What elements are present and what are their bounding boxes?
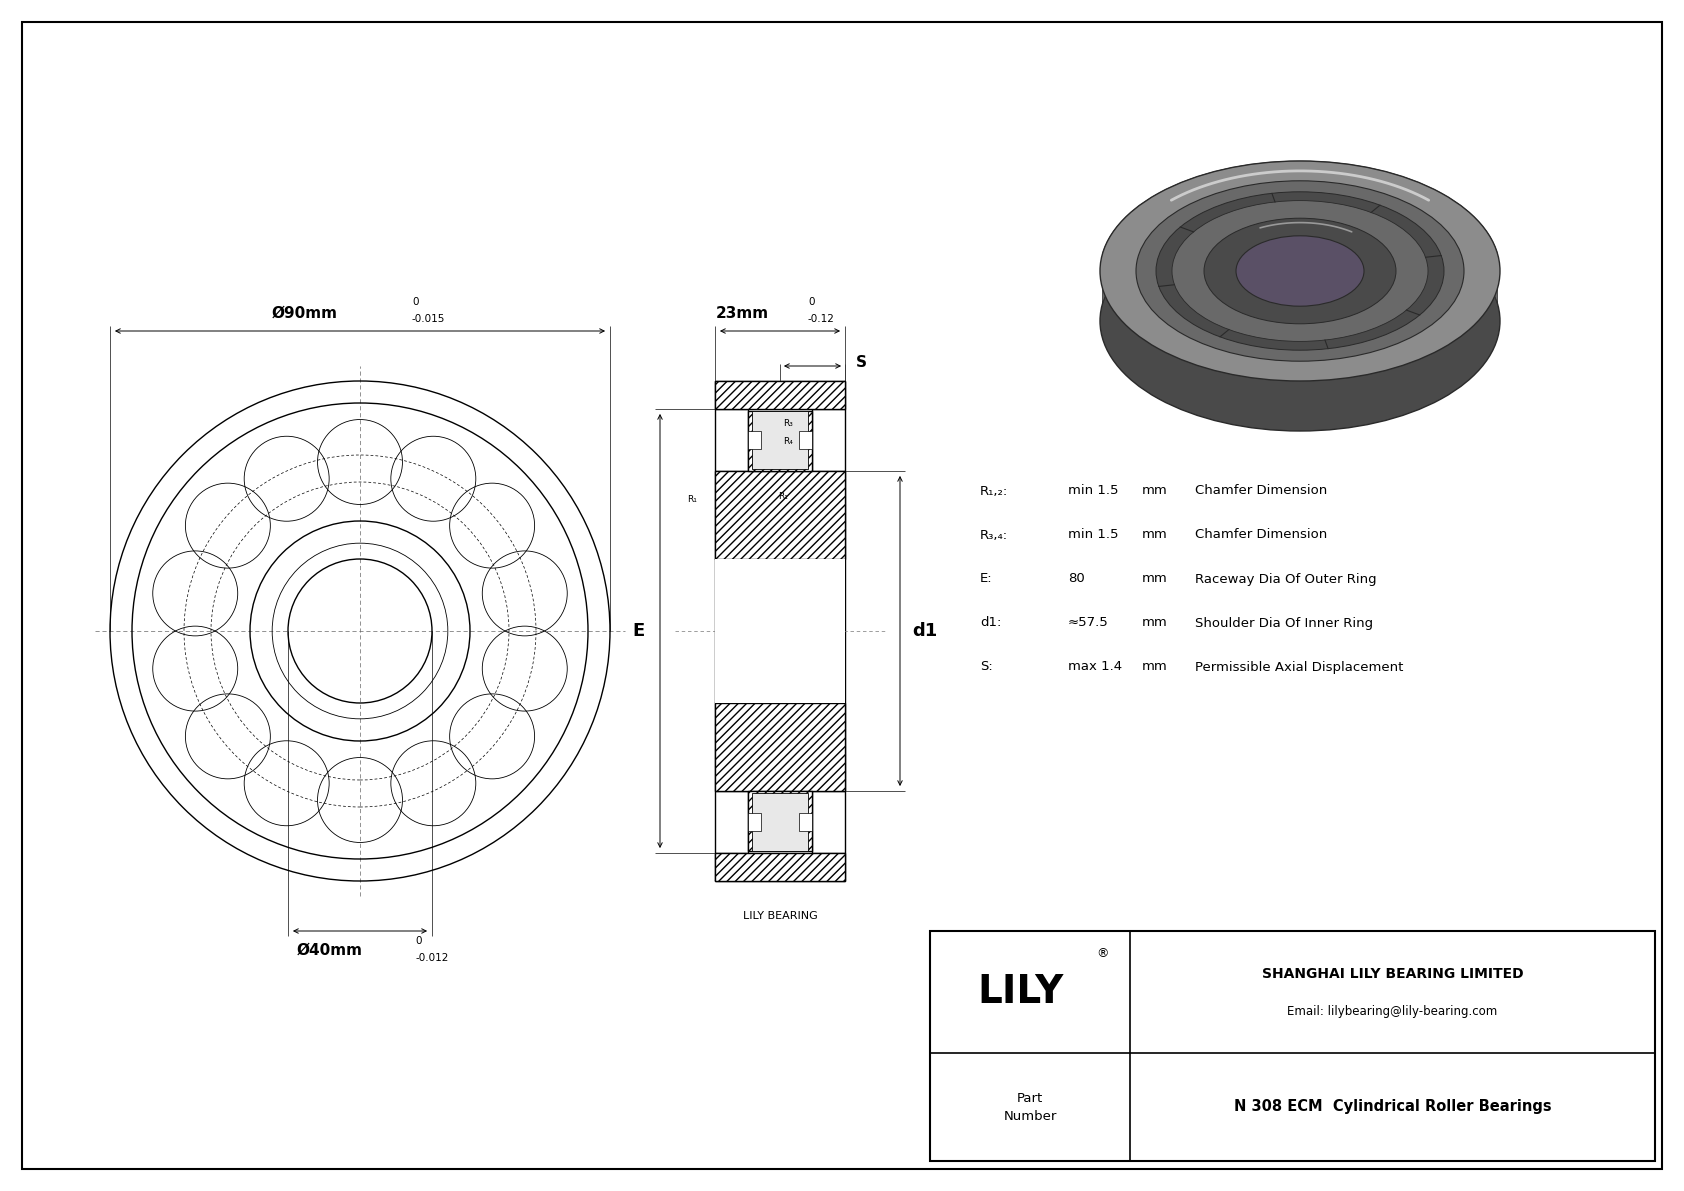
Ellipse shape xyxy=(1137,181,1463,361)
Text: Raceway Dia Of Outer Ring: Raceway Dia Of Outer Ring xyxy=(1196,573,1376,586)
Text: -0.015: -0.015 xyxy=(413,314,445,324)
Text: E: E xyxy=(632,622,643,640)
Text: mm: mm xyxy=(1142,573,1167,586)
Text: 0: 0 xyxy=(808,297,815,307)
Polygon shape xyxy=(748,411,812,470)
Text: S: S xyxy=(855,355,867,369)
Polygon shape xyxy=(798,813,812,831)
Text: Chamfer Dimension: Chamfer Dimension xyxy=(1196,485,1327,498)
Text: R₄: R₄ xyxy=(783,436,793,445)
Text: Part
Number: Part Number xyxy=(1004,1091,1056,1122)
Text: ®: ® xyxy=(1096,948,1108,960)
Ellipse shape xyxy=(1204,218,1396,324)
Text: Ø90mm: Ø90mm xyxy=(273,306,338,322)
Polygon shape xyxy=(1103,161,1497,304)
Polygon shape xyxy=(716,853,845,881)
Text: R₁,₂:: R₁,₂: xyxy=(980,485,1009,498)
Polygon shape xyxy=(748,791,812,852)
Text: R₁: R₁ xyxy=(778,492,788,500)
Text: -0.12: -0.12 xyxy=(808,314,835,324)
Text: LILY: LILY xyxy=(977,973,1063,1011)
Text: mm: mm xyxy=(1142,661,1167,673)
Ellipse shape xyxy=(1172,200,1428,342)
Polygon shape xyxy=(753,793,808,852)
Text: max 1.4: max 1.4 xyxy=(1068,661,1122,673)
Ellipse shape xyxy=(1100,211,1500,431)
Text: ≈57.5: ≈57.5 xyxy=(1068,617,1108,630)
Text: LILY BEARING: LILY BEARING xyxy=(743,911,817,921)
Text: S:: S: xyxy=(980,661,994,673)
Polygon shape xyxy=(716,559,845,703)
Text: mm: mm xyxy=(1142,617,1167,630)
Text: E:: E: xyxy=(980,573,992,586)
Text: min 1.5: min 1.5 xyxy=(1068,485,1118,498)
Text: min 1.5: min 1.5 xyxy=(1068,529,1118,542)
Text: Shoulder Dia Of Inner Ring: Shoulder Dia Of Inner Ring xyxy=(1196,617,1372,630)
Polygon shape xyxy=(716,703,845,791)
Ellipse shape xyxy=(1155,192,1443,350)
Text: N 308 ECM  Cylindrical Roller Bearings: N 308 ECM Cylindrical Roller Bearings xyxy=(1234,1099,1551,1115)
Text: mm: mm xyxy=(1142,529,1167,542)
Text: 23mm: 23mm xyxy=(716,306,768,322)
Polygon shape xyxy=(748,813,761,831)
Text: 80: 80 xyxy=(1068,573,1084,586)
Text: R₃,₄:: R₃,₄: xyxy=(980,529,1009,542)
Polygon shape xyxy=(753,411,808,469)
Text: d1:: d1: xyxy=(980,617,1002,630)
Ellipse shape xyxy=(1244,291,1356,351)
Text: R₃: R₃ xyxy=(783,418,793,428)
Ellipse shape xyxy=(1100,161,1500,381)
Text: Chamfer Dimension: Chamfer Dimension xyxy=(1196,529,1327,542)
Polygon shape xyxy=(798,431,812,449)
Text: 0: 0 xyxy=(414,936,421,946)
Text: 0: 0 xyxy=(413,297,419,307)
Text: R₁: R₁ xyxy=(687,495,697,505)
Polygon shape xyxy=(716,381,845,409)
Polygon shape xyxy=(748,431,761,449)
Ellipse shape xyxy=(1236,236,1364,306)
Text: SHANGHAI LILY BEARING LIMITED: SHANGHAI LILY BEARING LIMITED xyxy=(1261,967,1524,981)
Polygon shape xyxy=(716,470,845,559)
Text: d1: d1 xyxy=(913,622,938,640)
Text: mm: mm xyxy=(1142,485,1167,498)
Text: -0.012: -0.012 xyxy=(414,953,448,964)
Text: Email: lilybearing@lily-bearing.com: Email: lilybearing@lily-bearing.com xyxy=(1287,1005,1497,1018)
Text: Permissible Axial Displacement: Permissible Axial Displacement xyxy=(1196,661,1403,673)
Text: Ø40mm: Ø40mm xyxy=(296,943,364,958)
